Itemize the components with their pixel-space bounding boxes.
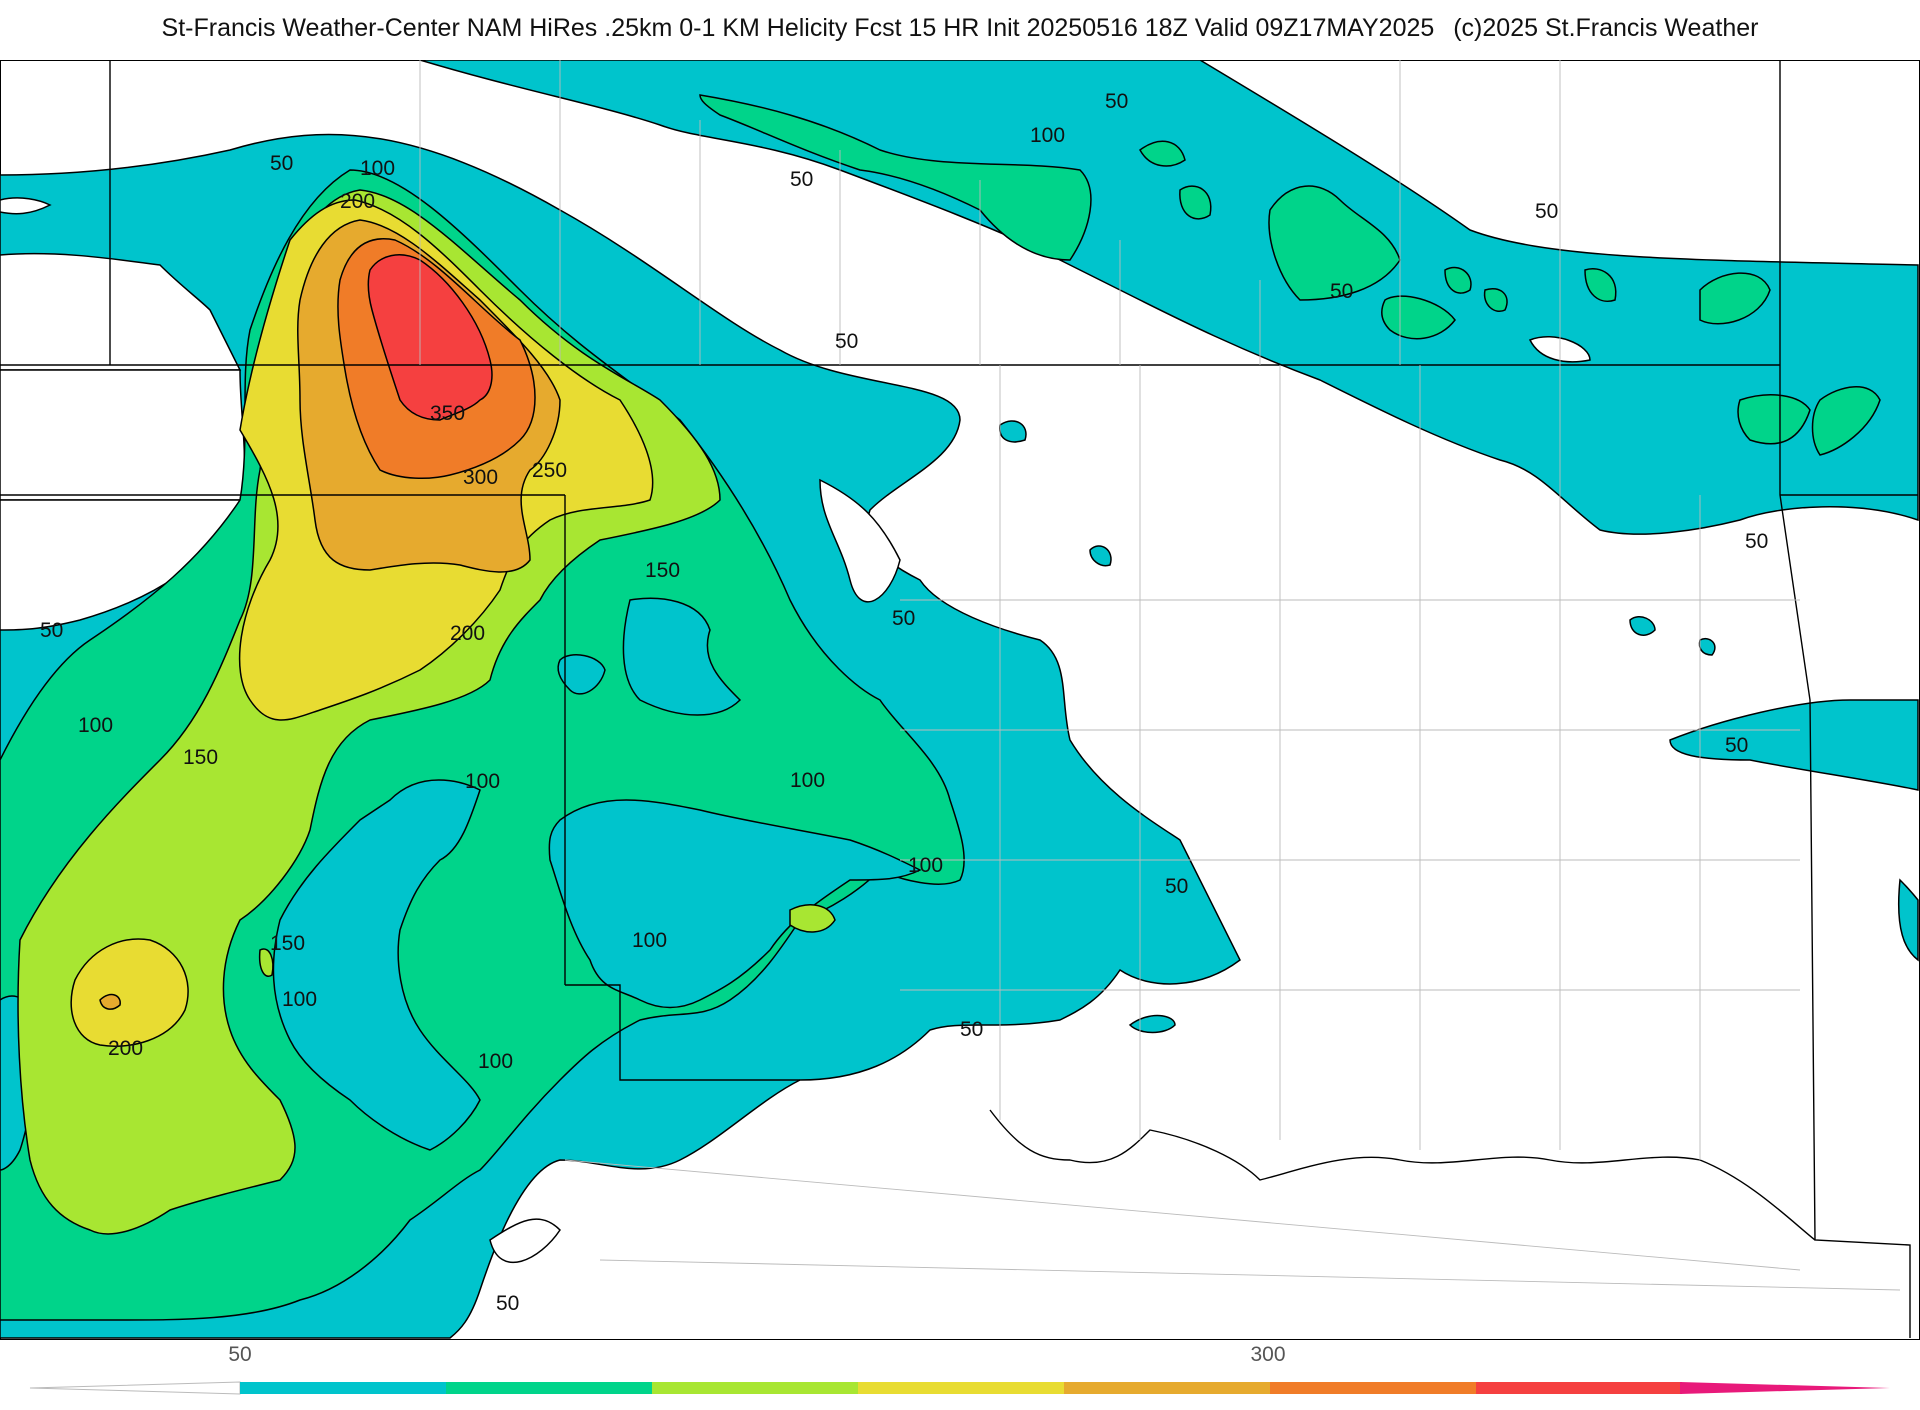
colorbar-tick-300: 300 <box>1250 1343 1286 1366</box>
contour-label-150: 150 <box>270 932 305 955</box>
contour-label-300: 300 <box>463 466 498 489</box>
colorbar-segment <box>240 1382 446 1394</box>
contour-label-200: 200 <box>340 190 375 213</box>
contour-label-100: 100 <box>465 770 500 793</box>
colorbar-segment <box>1476 1382 1682 1394</box>
contour-label-50: 50 <box>1745 530 1768 553</box>
colorbar-segment <box>446 1382 652 1394</box>
helicity-map: 50 100 50 50 50 50 50 100 200 350 300 25… <box>0 60 1920 1340</box>
contour-label-50: 50 <box>892 607 915 630</box>
colorbar-segment <box>1064 1382 1270 1394</box>
contour-label-50: 50 <box>1725 734 1748 757</box>
contour-label-50: 50 <box>835 330 858 353</box>
state-borders <box>0 60 1918 1338</box>
contour-label-50: 50 <box>960 1018 983 1041</box>
contour-label-50: 50 <box>496 1292 519 1315</box>
contour-label-350: 350 <box>430 402 465 425</box>
contour-label-200: 200 <box>108 1037 143 1060</box>
contour-label-50: 50 <box>1165 875 1188 898</box>
colorbar-segment <box>1270 1382 1476 1394</box>
map-title: St-Francis Weather-Center NAM HiRes .25k… <box>0 14 1920 43</box>
colorbar <box>29 1381 1890 1395</box>
colorbar-segment <box>858 1382 1064 1394</box>
band-350 <box>367 254 493 421</box>
contour-label-50: 50 <box>1330 280 1353 303</box>
title-text: St-Francis Weather-Center NAM HiRes .25k… <box>161 14 1435 42</box>
colorbar-segments <box>240 1382 1682 1394</box>
contour-label-100: 100 <box>78 714 113 737</box>
contour-label-100: 100 <box>360 157 395 180</box>
contour-label-100: 100 <box>632 929 667 952</box>
contour-label-50: 50 <box>1105 90 1128 113</box>
contour-label-200: 200 <box>450 622 485 645</box>
colorbar-left-arrow <box>29 1381 241 1395</box>
colorbar-segment <box>652 1382 858 1394</box>
contour-label-100: 100 <box>1030 124 1065 147</box>
colorbar-tick-50: 50 <box>228 1343 252 1366</box>
county-lines <box>419 60 1901 1291</box>
contour-label-50: 50 <box>270 152 293 175</box>
contour-label-250: 250 <box>532 459 567 482</box>
copyright-text: (c)2025 St.Francis Weather <box>1453 14 1759 42</box>
colorbar-right-arrow <box>1680 1382 1890 1394</box>
contour-label-100: 100 <box>282 988 317 1011</box>
contour-label-100: 100 <box>790 769 825 792</box>
band-100-holes <box>0 597 922 1171</box>
contour-label-100: 100 <box>478 1050 513 1073</box>
contour-label-50: 50 <box>40 619 63 642</box>
contour-label-150: 150 <box>183 746 218 769</box>
contour-labels: 50 100 50 50 50 50 50 100 200 350 300 25… <box>40 90 1768 1315</box>
contour-label-100: 100 <box>908 854 943 877</box>
band-100 <box>0 94 1881 1321</box>
contour-label-150: 150 <box>645 559 680 582</box>
contour-label-50: 50 <box>1535 200 1558 223</box>
contour-label-50: 50 <box>790 168 813 191</box>
